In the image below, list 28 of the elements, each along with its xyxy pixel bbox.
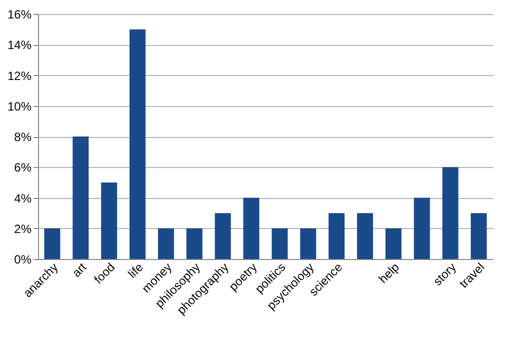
y-tick-label: 4% [14,191,32,206]
y-tick-label: 16% [7,8,32,22]
y-tick-label: 8% [14,130,32,144]
bar [186,228,202,259]
bar [442,167,458,259]
bar [470,213,487,259]
bar [158,228,174,259]
y-tick-label: 2% [14,222,32,236]
bar [300,228,316,259]
bar [357,213,374,259]
y-tick-label: 14% [7,38,32,52]
y-tick-label: 12% [7,68,32,83]
bar [328,213,345,259]
bar [214,213,231,259]
bar [72,136,89,259]
bar [414,198,430,259]
x-tick-label: art [69,260,90,280]
bar [130,29,146,259]
bar [44,228,60,259]
bar [385,228,402,259]
y-tick-label: 6% [14,160,32,175]
y-tick-label: 10% [7,99,32,114]
x-tick-label: help [376,260,402,286]
y-tick-label: 0% [14,252,32,266]
bar [243,198,260,259]
bar [272,228,288,259]
x-tick-label: life [125,260,146,281]
bar [101,182,118,259]
